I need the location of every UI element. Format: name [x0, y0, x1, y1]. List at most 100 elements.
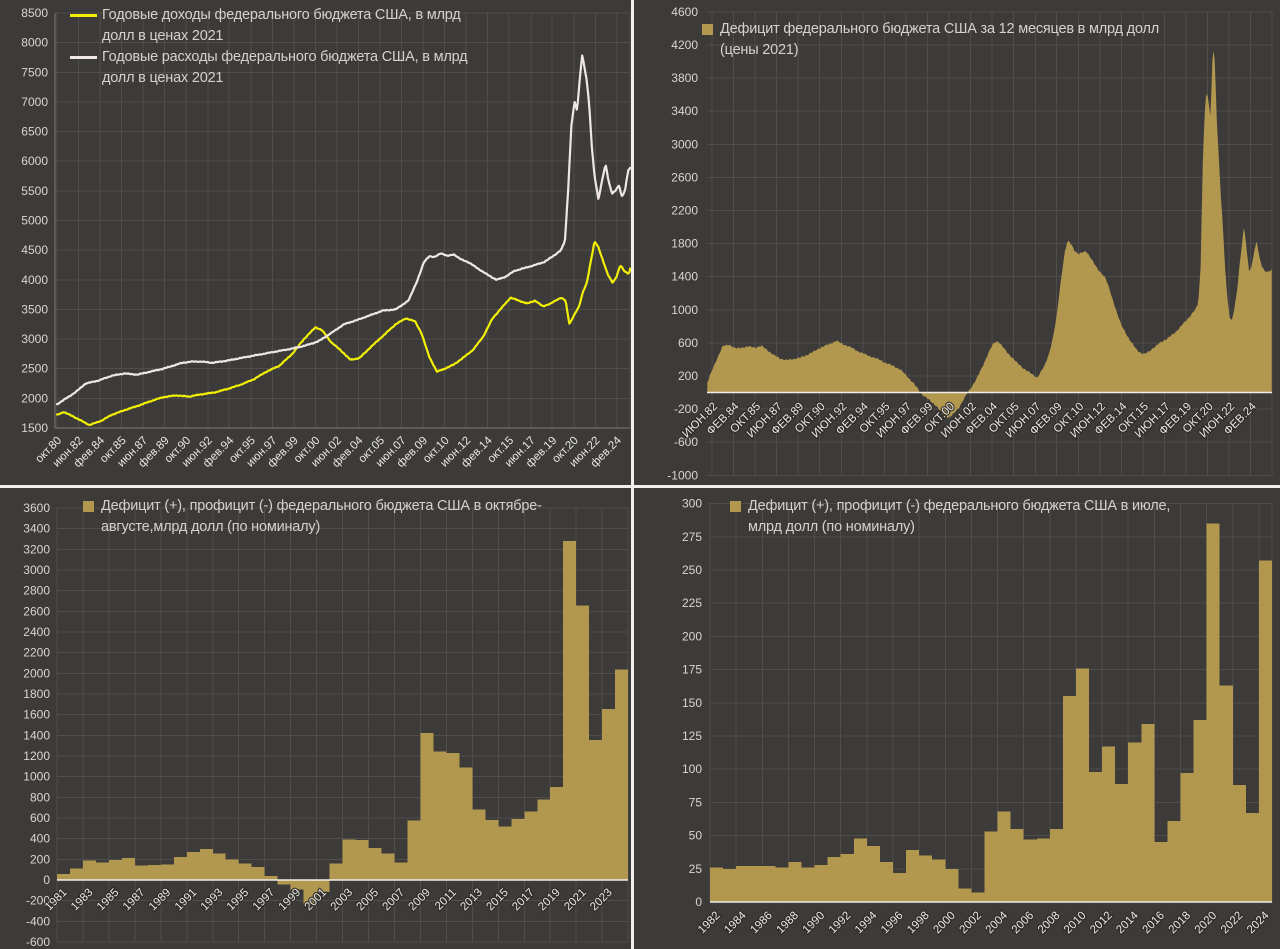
deficit-july-marker	[730, 501, 741, 512]
svg-text:-200: -200	[26, 894, 50, 908]
svg-text:2500: 2500	[21, 362, 48, 376]
deficit-12m-marker	[702, 24, 713, 35]
svg-text:300: 300	[682, 497, 702, 511]
svg-text:3200: 3200	[23, 542, 50, 556]
svg-text:2002: 2002	[957, 910, 984, 937]
svg-text:1998: 1998	[905, 910, 932, 937]
deficit-12m-legend: Дефицит федерального бюджета США за 12 м…	[702, 19, 1176, 61]
deficit-oct-aug-title: Дефицит (+), профицит (-) федерального б…	[101, 498, 542, 535]
svg-text:2600: 2600	[23, 604, 50, 618]
legend-item-deficit-july: Дефицит (+), профицит (-) федерального б…	[730, 496, 1182, 538]
svg-text:5000: 5000	[21, 214, 48, 228]
svg-text:-400: -400	[26, 914, 50, 928]
svg-text:7500: 7500	[21, 65, 48, 79]
svg-text:125: 125	[682, 729, 702, 743]
deficit-july-title: Дефицит (+), профицит (-) федерального б…	[748, 498, 1171, 535]
svg-text:200: 200	[30, 852, 50, 866]
svg-text:3500: 3500	[21, 302, 48, 316]
svg-text:2004: 2004	[984, 909, 1011, 936]
svg-text:2024: 2024	[1245, 909, 1272, 936]
svg-text:1984: 1984	[722, 909, 749, 936]
svg-text:2022: 2022	[1219, 910, 1246, 937]
svg-text:3000: 3000	[671, 137, 698, 151]
svg-text:2016: 2016	[1140, 910, 1167, 937]
svg-text:2000: 2000	[23, 666, 50, 680]
svg-text:2018: 2018	[1167, 910, 1194, 937]
svg-text:-600: -600	[674, 435, 698, 449]
svg-text:2600: 2600	[671, 170, 698, 184]
svg-text:5500: 5500	[21, 184, 48, 198]
svg-text:50: 50	[689, 829, 703, 843]
svg-text:1400: 1400	[671, 270, 698, 284]
revenue-legend-label: Годовые доходы федерального бюджета США,…	[102, 7, 461, 44]
svg-text:2000: 2000	[931, 910, 958, 937]
deficit-oct-aug-marker	[83, 501, 94, 512]
revenue-line-marker	[70, 14, 97, 17]
svg-text:4200: 4200	[671, 38, 698, 52]
svg-text:4000: 4000	[21, 273, 48, 287]
deficit-oct-aug-legend: Дефицит (+), профицит (-) федерального б…	[83, 496, 545, 538]
svg-text:1996: 1996	[879, 910, 906, 937]
svg-text:3400: 3400	[23, 522, 50, 536]
vertical-divider	[631, 0, 634, 949]
svg-text:4600: 4600	[671, 5, 698, 19]
svg-text:0: 0	[695, 895, 702, 909]
svg-text:200: 200	[682, 629, 702, 643]
svg-text:7000: 7000	[21, 95, 48, 109]
svg-text:1600: 1600	[23, 708, 50, 722]
svg-text:3000: 3000	[23, 563, 50, 577]
svg-text:2014: 2014	[1114, 909, 1141, 936]
svg-text:600: 600	[30, 811, 50, 825]
svg-text:2020: 2020	[1193, 910, 1220, 937]
svg-text:1992: 1992	[827, 910, 854, 937]
svg-text:1200: 1200	[23, 749, 50, 763]
svg-text:1986: 1986	[748, 910, 775, 937]
svg-text:-1000: -1000	[667, 468, 698, 482]
svg-text:1990: 1990	[801, 910, 828, 937]
svg-text:2200: 2200	[23, 646, 50, 660]
svg-text:75: 75	[689, 795, 703, 809]
svg-text:-600: -600	[26, 935, 50, 949]
svg-text:225: 225	[682, 596, 702, 610]
svg-text:2200: 2200	[671, 203, 698, 217]
svg-text:3000: 3000	[21, 332, 48, 346]
svg-text:3400: 3400	[671, 104, 698, 118]
svg-text:150: 150	[682, 696, 702, 710]
svg-text:400: 400	[30, 832, 50, 846]
svg-text:6500: 6500	[21, 125, 48, 139]
svg-text:2006: 2006	[1010, 910, 1037, 937]
svg-text:800: 800	[30, 790, 50, 804]
svg-text:2012: 2012	[1088, 910, 1115, 937]
svg-text:3800: 3800	[671, 71, 698, 85]
revenues-expenses-legend: Годовые доходы федерального бюджета США,…	[70, 5, 492, 89]
svg-text:200: 200	[678, 369, 698, 383]
svg-text:0: 0	[43, 873, 50, 887]
svg-text:25: 25	[689, 862, 703, 876]
legend-item-revenues: Годовые доходы федерального бюджета США,…	[70, 5, 492, 47]
svg-text:1988: 1988	[774, 910, 801, 937]
svg-text:1982: 1982	[696, 910, 723, 937]
svg-text:2800: 2800	[23, 584, 50, 598]
svg-text:2400: 2400	[23, 625, 50, 639]
svg-text:2000: 2000	[21, 391, 48, 405]
svg-text:250: 250	[682, 563, 702, 577]
svg-text:4500: 4500	[21, 243, 48, 257]
horizontal-divider	[0, 485, 1280, 488]
svg-text:1400: 1400	[23, 728, 50, 742]
deficit-july-legend: Дефицит (+), профицит (-) федерального б…	[730, 496, 1182, 538]
svg-text:175: 175	[682, 663, 702, 677]
svg-text:2010: 2010	[1062, 910, 1089, 937]
svg-text:275: 275	[682, 530, 702, 544]
svg-text:1500: 1500	[21, 421, 48, 435]
svg-text:-200: -200	[674, 402, 698, 416]
legend-item-deficit-12m: Дефицит федерального бюджета США за 12 м…	[702, 19, 1176, 61]
svg-text:1800: 1800	[671, 237, 698, 251]
svg-text:1000: 1000	[23, 770, 50, 784]
svg-text:1000: 1000	[671, 303, 698, 317]
expense-line-marker	[70, 56, 97, 59]
